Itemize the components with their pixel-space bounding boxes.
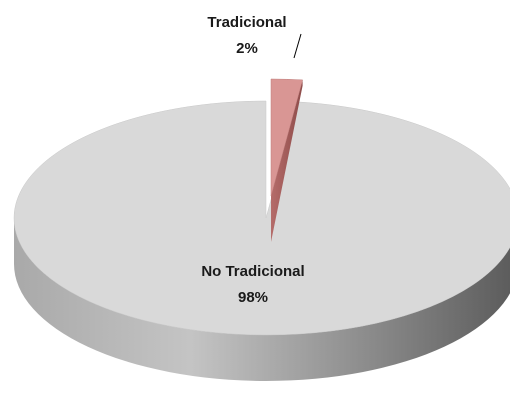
label-tradicional-percent: 2%	[236, 40, 258, 57]
label-no-tradicional-percent: 98%	[238, 289, 268, 306]
slice-tradicional	[270, 78, 303, 197]
slice-no-tradicional-side	[14, 218, 510, 381]
label-tradicional-name: Tradicional	[207, 14, 286, 31]
slice-tradicional-side	[271, 79, 303, 242]
leader-line-tradicional	[293, 33, 302, 59]
label-no-tradicional-name: No Tradicional	[201, 263, 304, 280]
slice-no-tradicional	[13, 100, 510, 336]
